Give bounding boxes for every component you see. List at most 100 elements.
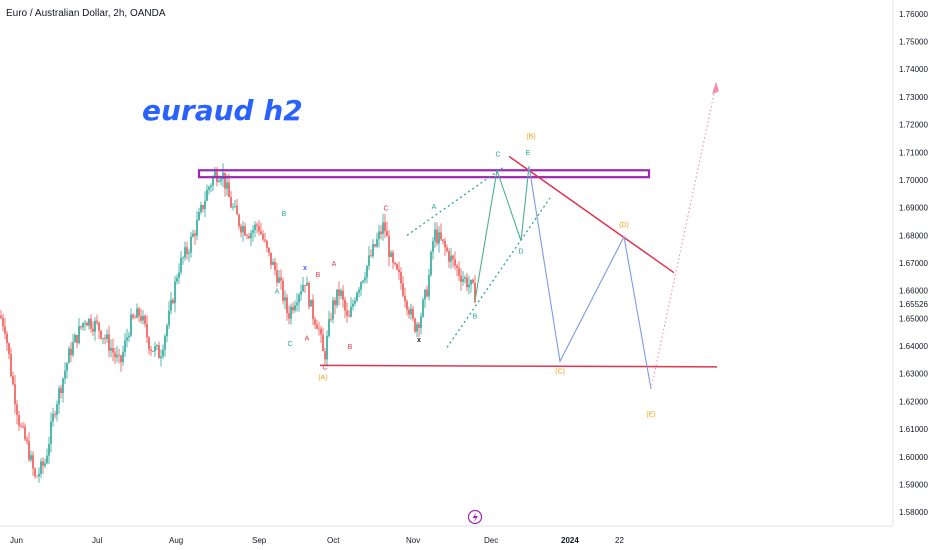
candle-body — [164, 336, 166, 350]
candle-body — [74, 335, 76, 343]
candle-body — [408, 309, 410, 315]
candle-body — [136, 308, 138, 318]
candle-body — [30, 455, 32, 460]
price-tick-label: 1.70000 — [899, 176, 928, 185]
candle-body — [20, 425, 22, 427]
candle-body — [428, 275, 430, 297]
breakout-arrow-line — [650, 84, 717, 390]
candle-body — [36, 476, 38, 478]
candle-body — [440, 232, 442, 240]
candle-body — [124, 340, 126, 353]
candle-body — [188, 252, 190, 254]
candle-body — [398, 269, 400, 273]
candle-body — [212, 177, 214, 186]
candle-body — [290, 306, 292, 319]
candle-body — [56, 404, 58, 415]
candle-body — [106, 334, 108, 339]
candle-body — [472, 279, 474, 283]
candle-body — [414, 318, 416, 332]
candle-body — [280, 277, 282, 281]
candle-body — [144, 316, 146, 324]
candle-body — [272, 262, 274, 265]
candle-body — [6, 333, 8, 344]
candle-body — [314, 319, 316, 325]
candle-body — [182, 257, 184, 259]
candle-body — [138, 308, 140, 316]
candle-body — [194, 233, 196, 236]
candle-body — [42, 461, 44, 466]
candle-body — [350, 306, 352, 317]
candle-body — [450, 255, 452, 262]
candle-body — [406, 301, 408, 310]
candle-body — [66, 363, 68, 371]
candle-body — [384, 222, 386, 232]
candle-body — [286, 297, 288, 314]
candle-body — [196, 220, 198, 236]
candle-series — [0, 163, 476, 483]
channel-lower-dotted — [446, 197, 551, 348]
candle-body — [8, 343, 10, 355]
candle-body — [210, 185, 212, 187]
candle-body — [448, 251, 450, 262]
candle-body — [22, 426, 24, 428]
price-tick-label: 1.64000 — [899, 342, 928, 351]
candle-body — [376, 238, 378, 247]
candle-body — [250, 232, 252, 239]
candle-body — [252, 230, 254, 233]
candle-body — [332, 300, 334, 320]
candle-body — [4, 326, 6, 334]
resistance-zone-box — [197, 169, 651, 179]
candle-body — [328, 319, 330, 336]
candle-body — [430, 251, 432, 276]
candle-body — [96, 320, 98, 323]
candle-body — [58, 388, 60, 405]
candle-body — [132, 314, 134, 318]
lightning-icon — [467, 509, 483, 525]
candle-body — [234, 205, 236, 207]
candle-body — [26, 439, 28, 442]
candle-body — [426, 289, 428, 297]
candle-body — [344, 299, 346, 311]
candle-body — [312, 299, 314, 320]
candle-body — [10, 354, 12, 377]
candle-body — [2, 317, 4, 327]
candle-body — [86, 322, 88, 326]
candle-body — [68, 348, 70, 364]
candle-body — [178, 272, 180, 278]
wave-label: C — [383, 205, 388, 212]
candle-body — [170, 299, 172, 311]
candle-body — [218, 181, 220, 182]
candle-body — [294, 305, 296, 311]
candle-body — [330, 319, 332, 321]
candle-body — [224, 172, 226, 189]
candle-body — [176, 277, 178, 282]
candle-body — [40, 461, 42, 474]
candle-body — [160, 356, 162, 359]
candle-body — [436, 229, 438, 244]
candle-body — [198, 212, 200, 221]
candle-body — [322, 334, 324, 352]
time-tick-label: Nov — [406, 536, 420, 545]
time-tick-label: Jul — [92, 536, 102, 545]
price-axis: 1.76000 1.75000 1.74000 1.73000 1.72000 1.710… — [892, 0, 928, 526]
candle-body — [148, 337, 150, 350]
candle-body — [424, 289, 426, 300]
candle-body — [84, 322, 86, 324]
candle-body — [226, 182, 228, 189]
candle-body — [72, 342, 74, 356]
candle-body — [386, 231, 388, 237]
candle-body — [192, 233, 194, 237]
candle-body — [238, 214, 240, 227]
candle-body — [78, 326, 80, 344]
candle-body — [76, 335, 78, 344]
candle-body — [166, 325, 168, 337]
candle-body — [92, 328, 94, 332]
candle-body — [32, 455, 34, 469]
candle-body — [202, 205, 204, 210]
candle-body — [378, 231, 380, 239]
wave-label: C — [495, 151, 500, 158]
candle-body — [352, 303, 354, 307]
candle-body — [372, 244, 374, 257]
time-tick-label: 22 — [615, 536, 624, 545]
